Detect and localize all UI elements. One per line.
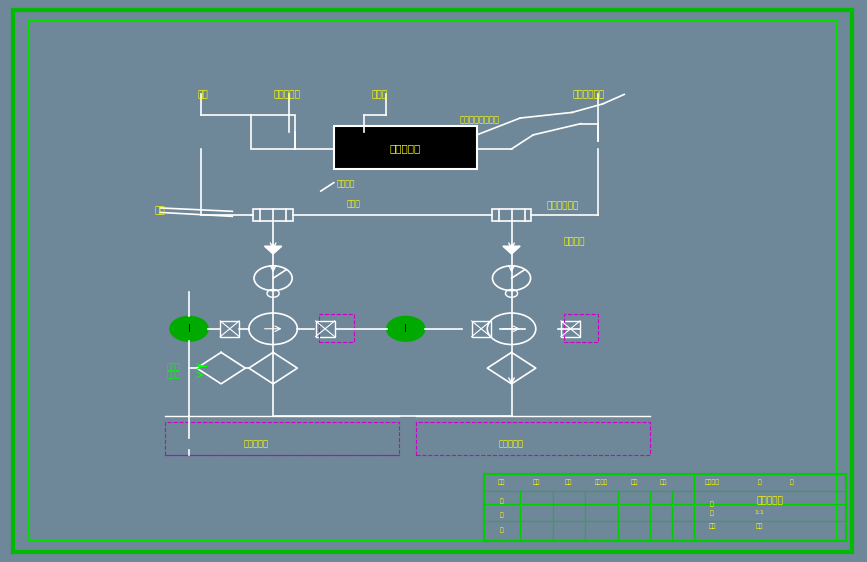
Text: 批次: 批次 bbox=[660, 479, 667, 485]
Text: 标准化审: 标准化审 bbox=[595, 479, 608, 485]
Polygon shape bbox=[264, 246, 282, 254]
Text: 磁簧: 磁簧 bbox=[154, 206, 165, 215]
Text: 冷却润滑液: 冷却润滑液 bbox=[244, 439, 268, 448]
Text: 进本口: 进本口 bbox=[166, 370, 180, 379]
Text: 标准代号: 标准代号 bbox=[705, 479, 720, 485]
Text: 夹头: 夹头 bbox=[198, 90, 208, 99]
Text: 批准: 批准 bbox=[630, 479, 638, 485]
Text: 制水口: 制水口 bbox=[166, 362, 180, 371]
Text: 页: 页 bbox=[758, 479, 761, 485]
Bar bbox=[564, 314, 598, 342]
Bar bbox=[484, 474, 846, 541]
Text: 制图: 制图 bbox=[708, 523, 716, 529]
Text: 制: 制 bbox=[500, 513, 504, 518]
Text: 通讯电量: 通讯电量 bbox=[336, 180, 355, 189]
Text: I: I bbox=[187, 324, 191, 334]
Circle shape bbox=[170, 316, 208, 341]
Bar bbox=[319, 314, 354, 342]
Bar bbox=[220, 321, 239, 337]
Text: 制图: 制图 bbox=[499, 479, 505, 485]
Text: 电主轴单元: 电主轴单元 bbox=[274, 90, 301, 99]
Text: 驱动控制器: 驱动控制器 bbox=[389, 143, 420, 153]
Text: 压缩空气进口: 压缩空气进口 bbox=[546, 201, 578, 210]
Bar bbox=[316, 321, 335, 337]
Text: 编码器: 编码器 bbox=[371, 90, 388, 99]
Text: 审核: 审核 bbox=[565, 479, 573, 485]
Bar bbox=[165, 422, 399, 455]
Bar bbox=[251, 115, 295, 149]
Text: 松刀装置油缸: 松刀装置油缸 bbox=[572, 90, 604, 99]
Text: 制: 制 bbox=[790, 479, 793, 485]
Text: I: I bbox=[404, 324, 407, 334]
Text: 1:1: 1:1 bbox=[754, 510, 764, 515]
Text: 批: 批 bbox=[500, 528, 504, 533]
Polygon shape bbox=[503, 246, 520, 254]
Text: 动力线: 动力线 bbox=[347, 199, 361, 208]
Text: 标: 标 bbox=[500, 498, 504, 504]
Text: 标: 标 bbox=[710, 501, 714, 507]
Text: 审核: 审核 bbox=[755, 523, 763, 529]
Circle shape bbox=[387, 316, 425, 341]
Text: 冷却润滑箱: 冷却润滑箱 bbox=[499, 439, 524, 448]
Bar bbox=[472, 321, 491, 337]
Bar bbox=[492, 209, 531, 221]
Text: 校核: 校核 bbox=[532, 479, 540, 485]
Text: 压缩弹簧: 压缩弹簧 bbox=[564, 237, 585, 246]
Bar bbox=[561, 321, 580, 337]
Bar bbox=[334, 126, 477, 169]
Text: 数控系统通讯电缆: 数控系统通讯电缆 bbox=[460, 116, 499, 125]
Text: 润滑系统图: 润滑系统图 bbox=[757, 496, 784, 505]
Bar bbox=[416, 422, 650, 455]
Bar bbox=[253, 209, 293, 221]
Text: 比: 比 bbox=[710, 510, 714, 515]
